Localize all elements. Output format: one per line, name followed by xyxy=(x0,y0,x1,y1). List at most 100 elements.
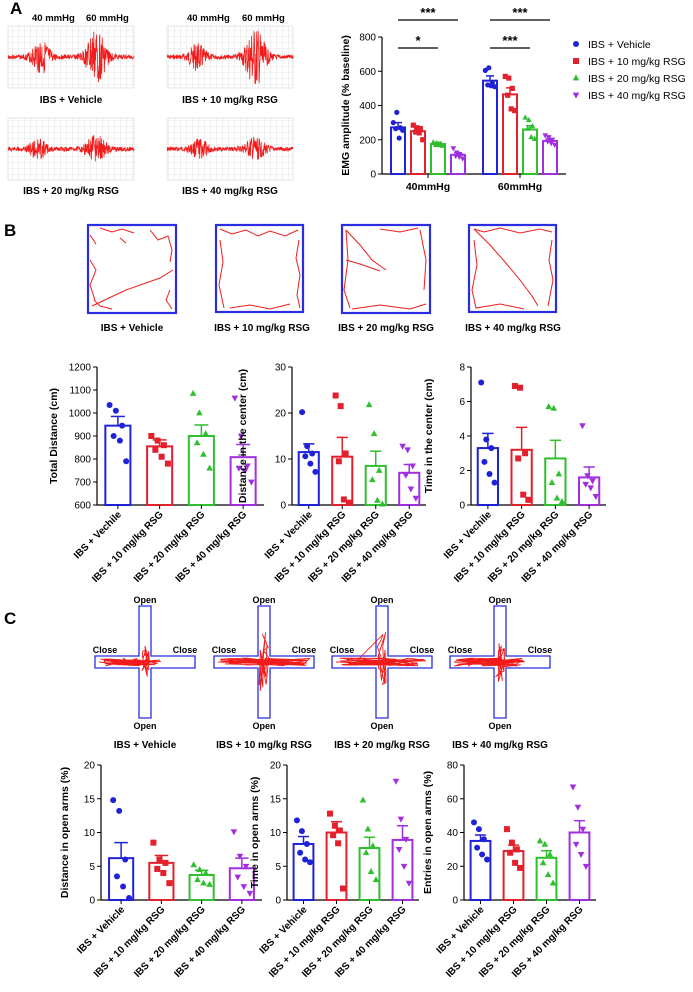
y-tick-label: 800 xyxy=(359,33,376,44)
data-point xyxy=(359,796,367,803)
data-point xyxy=(190,861,197,868)
data-point xyxy=(553,494,561,501)
data-point xyxy=(396,135,402,141)
y-tick-label: 60 xyxy=(447,794,459,805)
data-point xyxy=(551,142,558,149)
arm-label-close: Close xyxy=(93,645,118,655)
x-tick-label: IBS + 40 mg/kg RSG xyxy=(174,509,250,585)
data-point xyxy=(512,859,519,866)
data-point xyxy=(416,130,422,136)
data-point xyxy=(522,450,529,457)
data-point xyxy=(515,455,522,462)
y-tick-label: 400 xyxy=(359,101,376,112)
data-point xyxy=(340,885,347,892)
data-point xyxy=(298,828,305,835)
data-point xyxy=(302,453,309,460)
data-point xyxy=(242,863,250,870)
y-tick-label: 5 xyxy=(89,862,95,873)
track-label-rsg40: IBS + 40 mg/kg RSG xyxy=(465,323,561,334)
data-point xyxy=(206,880,213,887)
data-point xyxy=(542,133,549,139)
data-point xyxy=(432,141,439,147)
data-point xyxy=(470,819,477,826)
plus-maze: Open Open Close Close IBS + 20 mg/kg RSG xyxy=(330,595,435,751)
data-point xyxy=(397,816,405,823)
y-axis-label: Distance in open arms (%) xyxy=(59,767,71,898)
y-tick-label: 15 xyxy=(270,794,282,805)
data-point xyxy=(549,137,556,143)
data-point xyxy=(200,450,207,457)
arm-label-open: Open xyxy=(488,721,511,731)
x-tick-label: IBS + 20 mg/kg RSG xyxy=(132,509,208,585)
significance-label: *** xyxy=(512,5,528,20)
track-path xyxy=(89,227,174,310)
data-point xyxy=(545,403,552,410)
legend-label: IBS + 40 mg/kg RSG xyxy=(588,90,686,102)
emg-chart: 0 200 400 600 800 EMG amplitude (% baseline) 4… xyxy=(340,5,566,193)
y-tick-label: 600 xyxy=(359,67,376,78)
maze-track xyxy=(453,643,525,682)
emg-trace-vehicle: 40 mmHg 60 mmHg IBS + Vehicle xyxy=(7,13,135,106)
panel-letter-c: C xyxy=(4,609,16,628)
data-point xyxy=(304,443,311,450)
y-tick-label: 10 xyxy=(275,455,287,466)
bar xyxy=(297,451,320,507)
y-tick-label: 8 xyxy=(459,363,465,374)
data-point xyxy=(342,450,349,457)
data-point xyxy=(231,395,239,402)
data-point xyxy=(505,92,511,98)
bar xyxy=(578,476,601,506)
track-path xyxy=(343,227,427,310)
pressure-label: 60 mmHg xyxy=(86,13,129,24)
y-tick-label: 1000 xyxy=(69,409,92,420)
data-point xyxy=(150,839,157,846)
data-point xyxy=(237,433,245,440)
arm-label-close: Close xyxy=(292,645,317,655)
data-point xyxy=(520,491,527,498)
arm-label-open: Open xyxy=(133,721,156,731)
data-point xyxy=(189,389,197,396)
data-point xyxy=(312,468,319,475)
data-point xyxy=(362,849,370,856)
data-point xyxy=(194,876,201,883)
data-point xyxy=(162,859,169,866)
data-point xyxy=(407,486,415,493)
data-point xyxy=(126,894,133,901)
arm-label-close: Close xyxy=(448,645,473,655)
y-tick-label: 700 xyxy=(74,478,91,489)
data-point xyxy=(112,407,119,414)
data-point xyxy=(395,846,403,853)
data-point xyxy=(486,470,493,477)
y-tick-label: 0 xyxy=(280,501,286,512)
open-field-tracks: IBS + Vehicle IBS + 10 mg/kg RSG IBS + 2… xyxy=(86,223,561,334)
data-point xyxy=(525,496,532,503)
data-point xyxy=(480,836,487,843)
data-point xyxy=(119,422,126,429)
data-point xyxy=(372,876,380,883)
data-point xyxy=(148,433,155,439)
maze-label: IBS + Vehicle xyxy=(114,740,177,751)
y-tick-label: 900 xyxy=(74,432,91,443)
data-point xyxy=(410,122,416,128)
y-tick-label: 40 xyxy=(447,828,459,839)
arena-box xyxy=(340,223,432,315)
bar xyxy=(430,143,446,175)
x-tick-label: IBS + 40 mg/kg RSG xyxy=(172,904,248,980)
y-tick-label: 0 xyxy=(452,896,458,907)
x-tick-label: IBS + 10 mg/kg RSG xyxy=(90,509,166,585)
data-point xyxy=(331,822,338,829)
data-point xyxy=(513,846,520,853)
data-point xyxy=(404,447,411,454)
trace-label-rsg40: IBS + 40 mg/kg RSG xyxy=(182,186,278,197)
data-point xyxy=(302,856,309,863)
arm-label-open: Open xyxy=(370,595,393,605)
maze-track xyxy=(98,645,161,677)
data-point xyxy=(439,142,446,148)
track-vehicle: IBS + Vehicle xyxy=(86,223,178,334)
data-point xyxy=(196,866,203,873)
significance-label: *** xyxy=(420,5,436,20)
data-point xyxy=(558,497,566,504)
data-point xyxy=(587,485,595,492)
data-point xyxy=(379,500,386,507)
